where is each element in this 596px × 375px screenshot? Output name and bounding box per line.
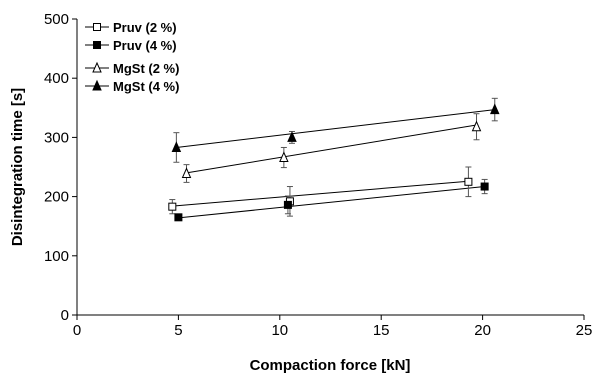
legend-marker bbox=[92, 61, 102, 73]
x-tick-label: 20 bbox=[474, 322, 491, 339]
legend-marker bbox=[93, 41, 101, 49]
y-tick-label: 400 bbox=[44, 70, 69, 87]
data-point-series-3 bbox=[279, 151, 289, 163]
x-tick-label: 25 bbox=[576, 322, 593, 339]
data-point-series-2 bbox=[480, 182, 489, 191]
legend-label: Pruv (2 %) bbox=[113, 20, 177, 35]
legend-label: MgSt (2 %) bbox=[113, 61, 179, 76]
y-tick-label: 100 bbox=[44, 248, 69, 265]
x-tick-label: 15 bbox=[373, 322, 390, 339]
legend: Pruv (2 %) Pruv (4 %) MgSt (2 %) MgSt (4 %) bbox=[85, 20, 179, 94]
fit-line-series-3 bbox=[186, 124, 477, 174]
ticks: 0 5 10 15 20 25 0 100 200 300 400 500 bbox=[44, 11, 592, 339]
data-point-series-3 bbox=[471, 120, 482, 132]
fit-line-series-1 bbox=[172, 180, 469, 207]
x-tick-label: 0 bbox=[73, 322, 81, 339]
axes bbox=[76, 19, 584, 316]
y-tick-label: 200 bbox=[44, 189, 69, 206]
legend-marker bbox=[93, 23, 101, 31]
x-tick-label: 5 bbox=[174, 322, 182, 339]
data-point-series-1 bbox=[464, 177, 473, 186]
data-point-series-4 bbox=[171, 141, 182, 152]
legend-marker bbox=[92, 79, 102, 91]
y-tick-label: 300 bbox=[44, 129, 69, 146]
x-axis-title: Compaction force [kN] bbox=[250, 357, 411, 374]
y-axis-title: Disintegration time [s] bbox=[9, 88, 26, 246]
data-point-series-4 bbox=[489, 103, 500, 115]
y-tick-label: 500 bbox=[44, 11, 69, 28]
data-point-series-1 bbox=[168, 202, 177, 211]
y-tick-label: 0 bbox=[61, 307, 69, 324]
markers bbox=[168, 103, 500, 222]
fit-lines bbox=[172, 109, 495, 219]
x-tick-label: 10 bbox=[271, 322, 288, 339]
data-point-series-3 bbox=[181, 167, 192, 179]
fit-line-series-4 bbox=[176, 109, 495, 148]
legend-label: Pruv (4 %) bbox=[113, 38, 177, 53]
data-point-series-4 bbox=[287, 131, 297, 142]
data-point-series-2 bbox=[283, 200, 292, 209]
fit-line-series-2 bbox=[178, 186, 485, 219]
data-point-series-2 bbox=[174, 213, 183, 222]
legend-label: MgSt (4 %) bbox=[113, 79, 179, 94]
